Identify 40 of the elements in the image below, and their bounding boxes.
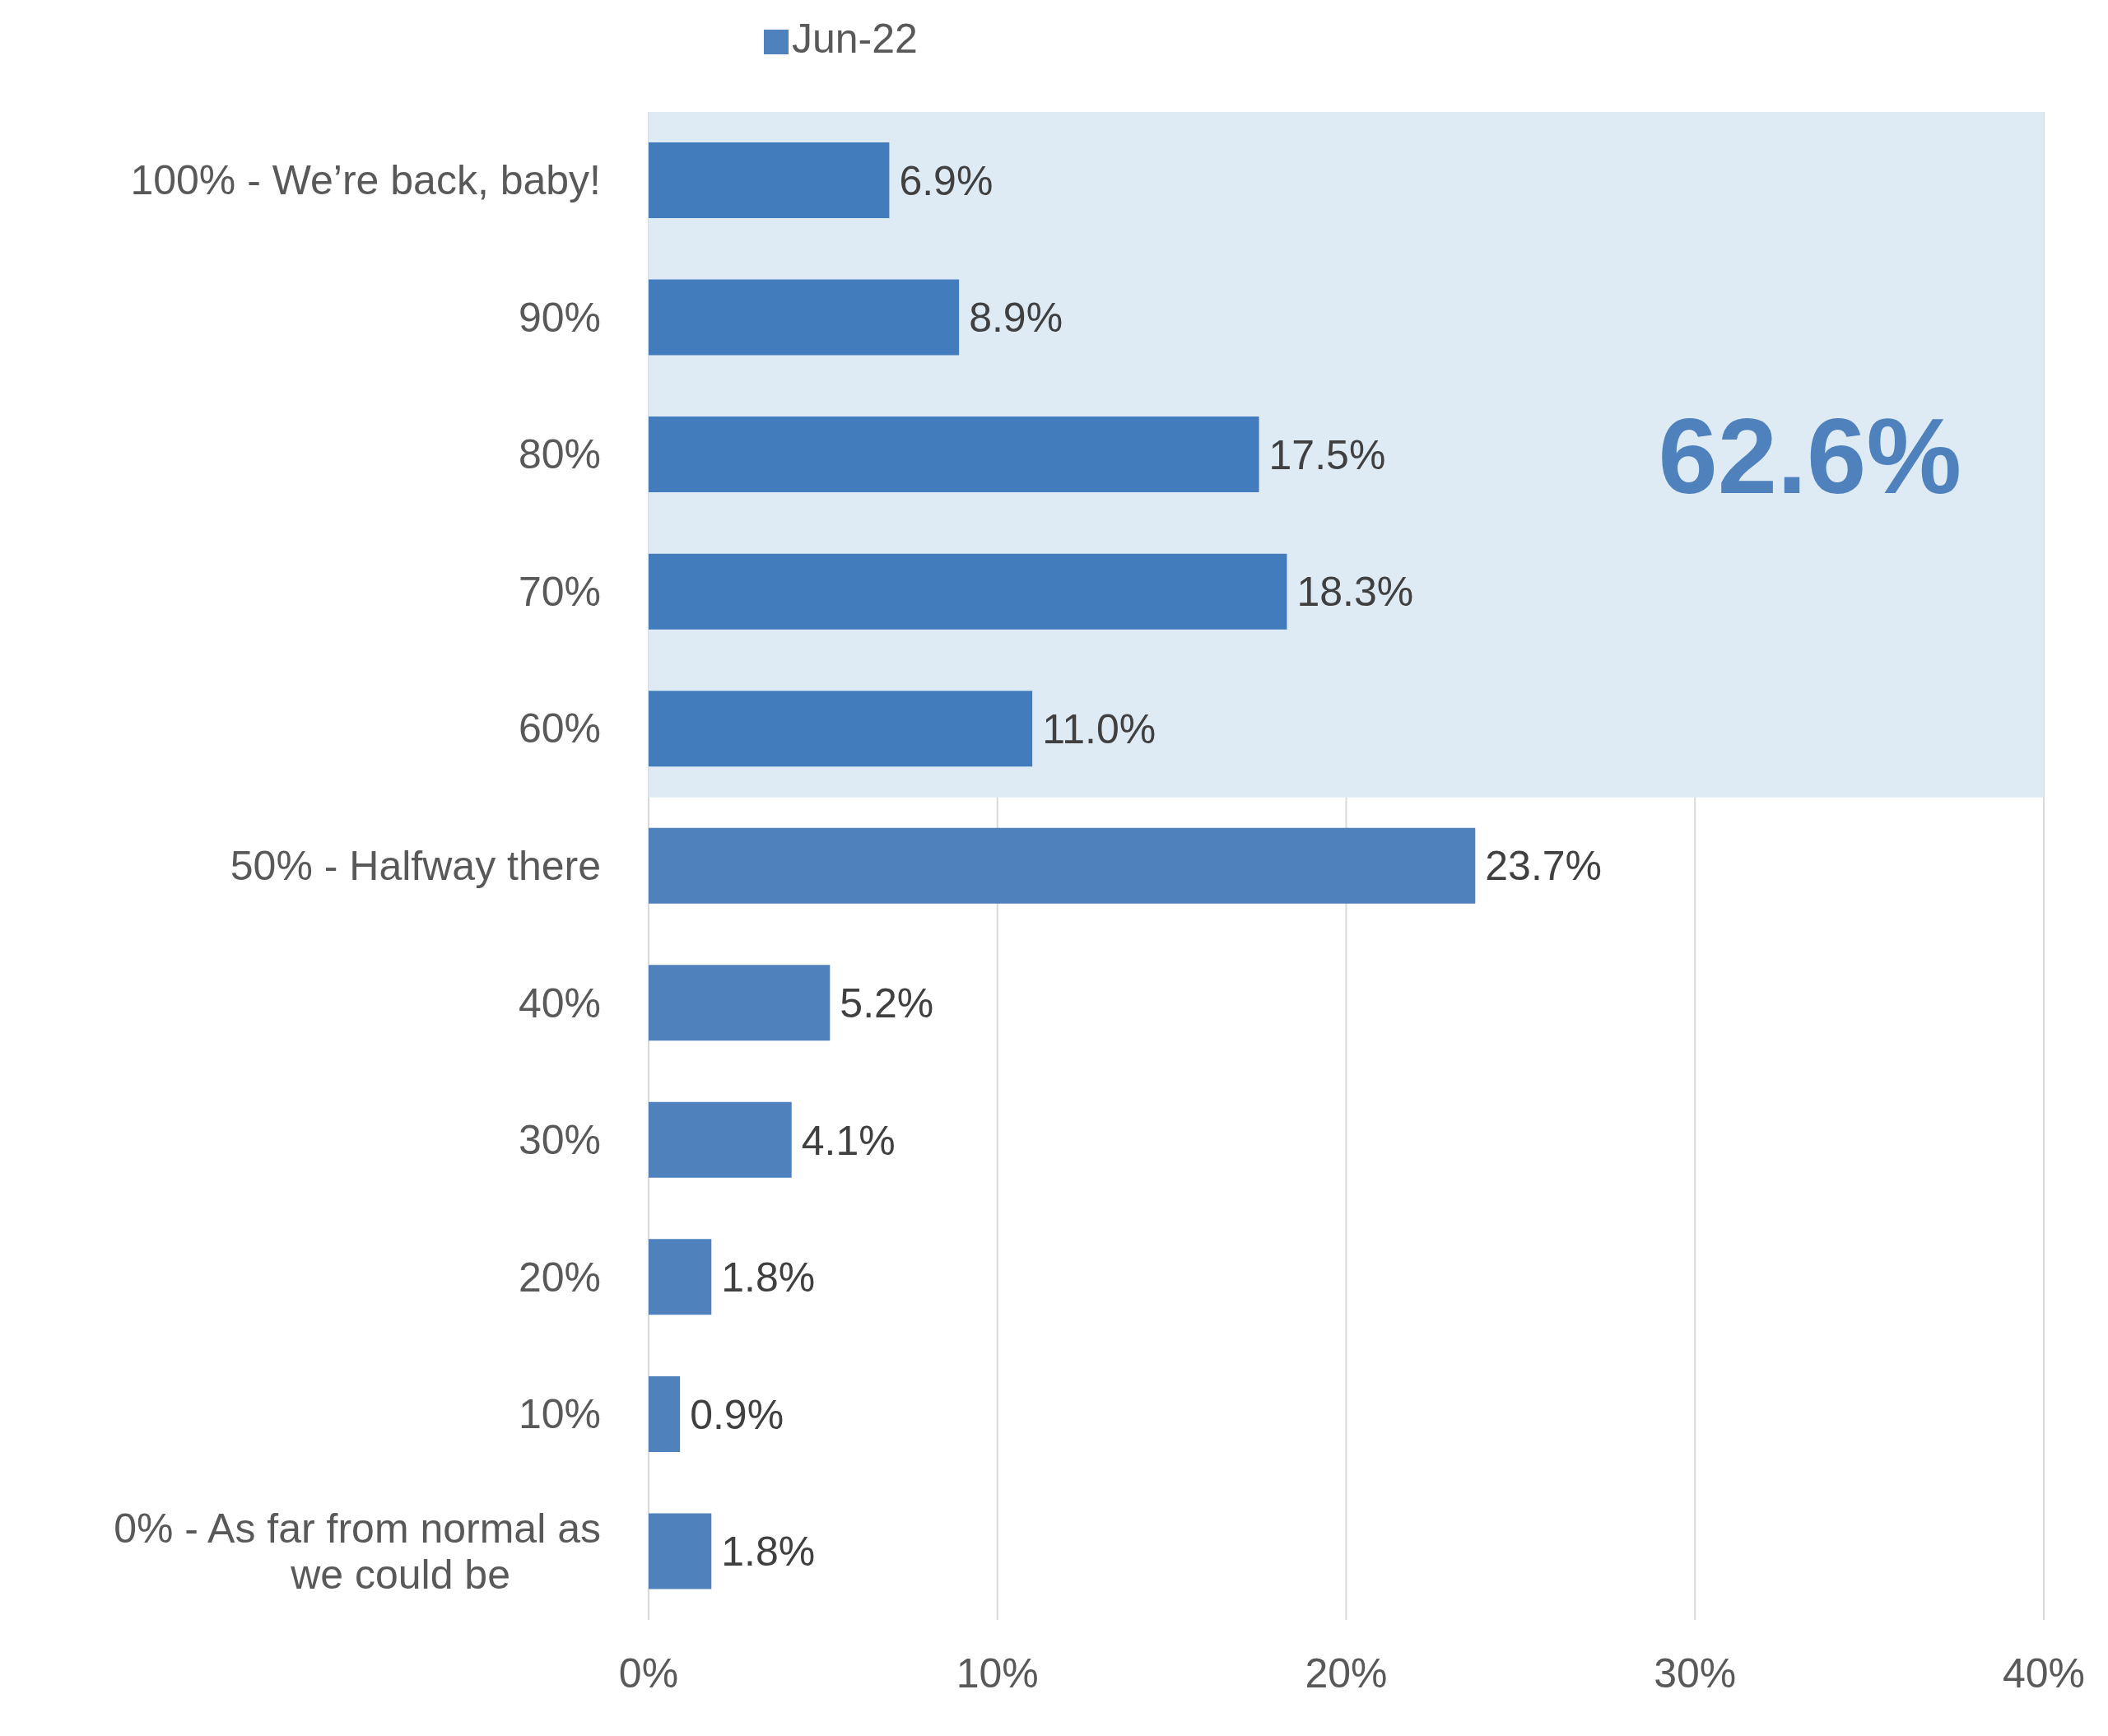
x-tick-label: 0% xyxy=(618,1650,679,1696)
data-label: 1.8% xyxy=(721,1254,816,1301)
y-tick-label: 60% xyxy=(518,705,601,752)
data-label: 0.9% xyxy=(690,1391,784,1438)
y-tick-label: 90% xyxy=(518,294,601,341)
x-tick-label: 20% xyxy=(1305,1650,1388,1696)
band-label: 62.6% xyxy=(1658,395,1961,516)
data-label: 1.8% xyxy=(721,1529,816,1575)
y-tick-label: 0% - As far from normal as we could be xyxy=(114,1505,601,1598)
bar xyxy=(649,417,1259,493)
bar xyxy=(649,142,890,218)
y-tick-label: 40% xyxy=(518,980,601,1026)
data-label: 18.3% xyxy=(1296,569,1414,616)
bar xyxy=(649,1239,712,1315)
data-label: 11.0% xyxy=(1042,705,1156,752)
y-tick-label: 20% xyxy=(518,1254,601,1301)
x-tick-label: 40% xyxy=(2002,1650,2086,1696)
bar xyxy=(649,965,831,1041)
data-label: 5.2% xyxy=(840,980,934,1027)
y-tick-label: 10% xyxy=(518,1391,601,1438)
y-tick-label: 80% xyxy=(518,431,601,478)
data-label: 8.9% xyxy=(969,295,1063,342)
data-label: 17.5% xyxy=(1268,431,1386,478)
legend-label: Jun-22 xyxy=(792,16,918,62)
bar xyxy=(649,553,1287,630)
bar xyxy=(649,827,1476,904)
data-label: 4.1% xyxy=(801,1117,896,1164)
y-tick-label: 50% - Halfway there xyxy=(230,843,601,889)
data-label: 23.7% xyxy=(1485,843,1603,890)
bar xyxy=(649,1375,681,1452)
bar xyxy=(649,279,960,356)
bar xyxy=(649,1513,712,1589)
bar xyxy=(649,1101,792,1178)
y-tick-label: 100% - We’re back, baby! xyxy=(130,157,601,204)
y-tick-label: 30% xyxy=(518,1117,601,1164)
data-label: 6.9% xyxy=(899,157,994,204)
x-tick-label: 30% xyxy=(1654,1650,1737,1696)
bar xyxy=(649,691,1033,767)
y-tick-label: 70% xyxy=(518,568,601,615)
x-tick-label: 10% xyxy=(956,1650,1039,1696)
